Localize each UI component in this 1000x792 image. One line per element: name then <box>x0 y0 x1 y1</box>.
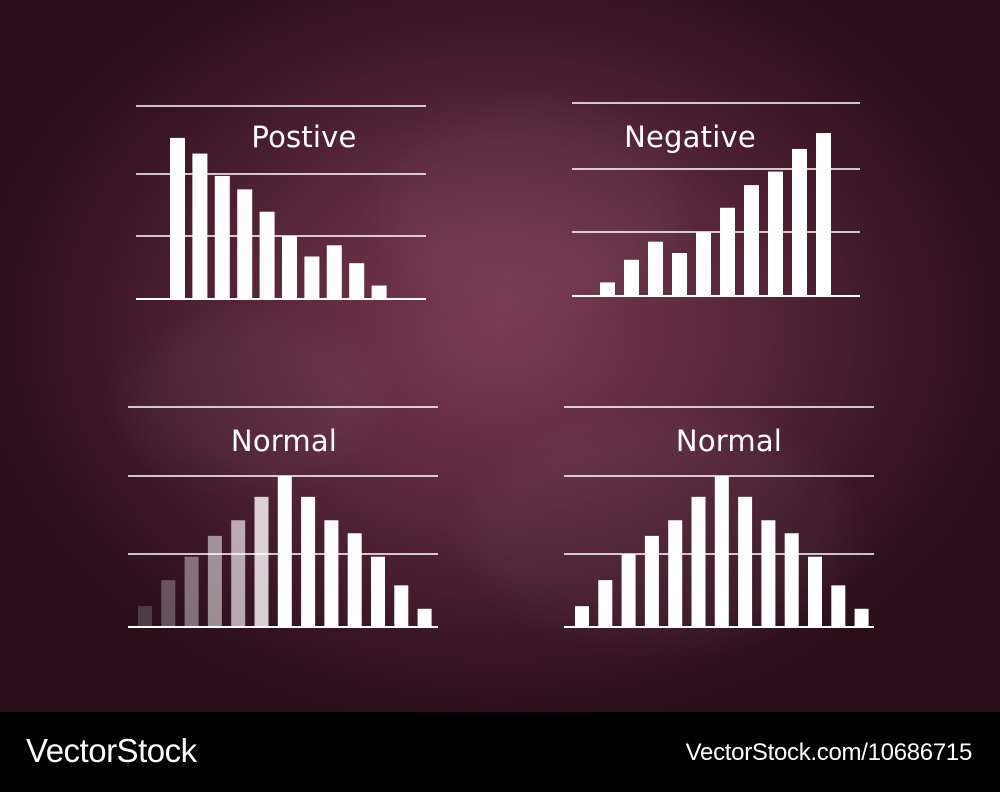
bar <box>170 137 185 299</box>
bar <box>237 189 253 299</box>
chart-normal-faded: Normal <box>128 400 438 632</box>
bar <box>161 580 176 627</box>
bar <box>282 236 297 299</box>
bar <box>600 282 615 296</box>
bar <box>214 175 230 299</box>
bar <box>831 585 846 627</box>
bar <box>324 520 339 627</box>
bar <box>304 256 320 299</box>
chart-plot <box>564 406 874 628</box>
bar <box>349 263 365 299</box>
bar <box>326 245 342 299</box>
bar <box>854 608 869 627</box>
bar <box>644 535 659 627</box>
bar <box>744 185 759 296</box>
bar <box>816 133 831 296</box>
chalkboard-background: Postive Negative Normal Normal <box>0 0 1000 712</box>
bar <box>231 520 246 627</box>
chart-title: Normal <box>675 424 783 458</box>
bar <box>138 606 152 627</box>
chart-title: Postive <box>251 120 357 154</box>
bar <box>648 241 663 296</box>
bar <box>347 533 362 627</box>
bar <box>691 496 706 627</box>
bar <box>207 535 222 627</box>
bar <box>714 476 729 627</box>
chart-plot <box>572 102 860 297</box>
bar <box>696 232 711 296</box>
bar <box>761 520 776 627</box>
chart-positive-skew: Postive <box>136 100 428 305</box>
chart-title: Normal <box>230 424 338 458</box>
image-reference[interactable]: VectorStock.com/10686715 <box>685 739 973 766</box>
bar <box>621 554 636 627</box>
bar <box>254 496 269 627</box>
bar <box>738 496 753 627</box>
bar <box>259 211 275 299</box>
bar <box>417 608 432 627</box>
bar <box>371 285 387 299</box>
bar <box>672 253 687 296</box>
chart-plot <box>136 105 426 300</box>
bar <box>784 533 799 627</box>
bar <box>301 496 316 627</box>
bar <box>598 580 613 627</box>
bar <box>808 556 822 627</box>
bar <box>394 585 409 627</box>
bar <box>277 476 292 627</box>
chart-plot <box>128 406 438 628</box>
bar <box>624 259 639 296</box>
bar <box>720 207 735 296</box>
brand-logo[interactable]: VectorStock <box>26 732 197 769</box>
chart-title: Negative <box>624 120 756 154</box>
bar <box>371 556 385 627</box>
chart-negative-skew: Negative <box>572 97 862 302</box>
footer-bar: VectorStock VectorStock.com/10686715 <box>0 712 1000 792</box>
bar <box>192 153 208 299</box>
bar <box>768 171 783 296</box>
bar <box>668 520 683 627</box>
chart-normal: Normal <box>564 400 876 632</box>
bar <box>184 556 199 627</box>
bar <box>792 148 807 296</box>
bar <box>575 606 589 627</box>
